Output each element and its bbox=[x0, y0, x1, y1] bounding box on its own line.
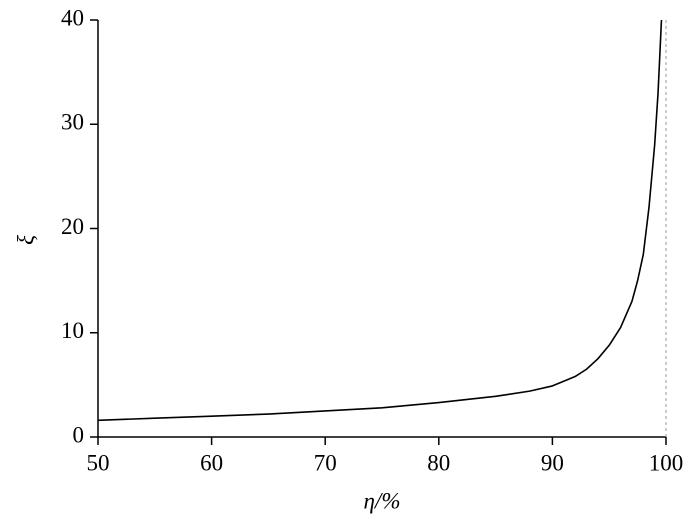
y-tick-label: 20 bbox=[61, 214, 84, 239]
y-axis-label: ξ bbox=[13, 235, 38, 245]
x-tick-label: 90 bbox=[541, 450, 564, 475]
x-tick-label: 80 bbox=[427, 450, 450, 475]
x-tick-label: 60 bbox=[200, 450, 223, 475]
x-tick-label: 70 bbox=[314, 450, 337, 475]
line-series bbox=[97, 19, 663, 422]
x-tick-label: 100 bbox=[649, 450, 684, 475]
x-tick-label: 50 bbox=[87, 450, 110, 475]
y-tick-label: 10 bbox=[61, 318, 84, 343]
y-tick-label: 0 bbox=[73, 422, 85, 447]
y-tick-label: 40 bbox=[61, 5, 84, 30]
y-tick-label: 30 bbox=[61, 110, 84, 135]
x-axis-label: η/% bbox=[364, 488, 401, 513]
